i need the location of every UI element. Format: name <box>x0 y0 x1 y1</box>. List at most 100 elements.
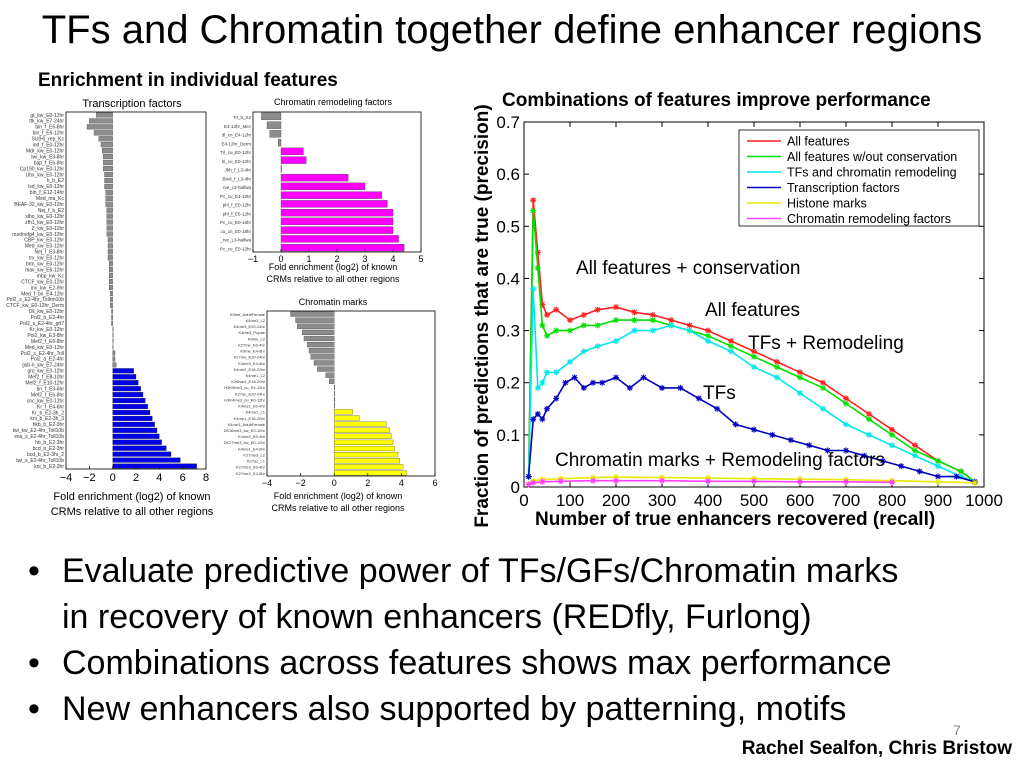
data-point <box>613 474 619 481</box>
data-point <box>774 374 780 381</box>
bar-label: bap_f_E6-8hr <box>34 160 65 166</box>
x-tick-label: 4 <box>156 472 162 484</box>
bar-label: Kr_kw_E0-12hr <box>30 327 65 333</box>
bar <box>103 165 113 172</box>
y-tick-label: 0.4 <box>496 269 520 288</box>
data-point <box>590 477 596 484</box>
bar-label: tin_f_E3-6hr <box>37 386 65 392</box>
legend-label: TFs and chromatin remodeling <box>787 166 957 180</box>
bar <box>280 226 394 234</box>
bar <box>111 320 113 326</box>
y-tick-label: 0.3 <box>496 322 520 341</box>
data-point <box>668 322 675 329</box>
data-point <box>889 426 895 433</box>
bar <box>112 350 116 356</box>
data-point <box>631 317 638 324</box>
data-point <box>544 405 550 412</box>
bullet-list: • Evaluate predictive power of TFs/GFs/Ch… <box>28 548 898 732</box>
bar-label: bin_f_E6-8hr <box>35 125 64 131</box>
bar <box>310 354 335 360</box>
bar <box>334 452 399 458</box>
bar <box>307 342 335 348</box>
x-tick-label: 700 <box>832 491 860 510</box>
data-point <box>751 478 757 485</box>
bar <box>98 136 113 142</box>
bar <box>112 362 117 368</box>
bar <box>112 386 141 392</box>
bar-label: K4me1_L1 <box>246 410 266 415</box>
bar-label: Pc_cu_E0-18hr <box>220 220 252 225</box>
data-point <box>824 447 831 454</box>
data-point <box>613 477 619 484</box>
tf-chart-title: Transcription factors <box>82 98 182 110</box>
bar-label: Pc_cu_E0-12hr <box>220 246 252 251</box>
marks-xlabel-1: Fold enrichment (log2) of known <box>274 491 403 501</box>
bar-label: Mef2_f_E6-8hr <box>31 392 64 398</box>
data-point <box>530 479 537 486</box>
data-point <box>557 478 564 485</box>
bar <box>109 261 113 267</box>
legend-label: Transcription factors <box>787 181 900 195</box>
bar <box>334 458 400 464</box>
data-point <box>705 332 711 339</box>
bar <box>112 445 167 451</box>
remodeling-bar-chart: Chromatin remodeling factors Trl_b_S2 E4-… <box>219 97 423 284</box>
bar-label: bcd_b_E2-3hr <box>33 446 65 452</box>
data-point <box>530 207 537 214</box>
bar <box>104 183 113 189</box>
bar <box>107 237 113 243</box>
x-tick-label: −2 <box>295 478 305 488</box>
bar-label: K36me3_E16-20hr <box>231 379 265 384</box>
bar <box>109 267 113 273</box>
data-point <box>553 306 560 313</box>
bar <box>280 182 366 191</box>
bar-label: Med_kw_E0-12hr <box>25 345 65 351</box>
data-point <box>599 379 606 386</box>
data-point <box>935 457 941 464</box>
bar-label: Mdr_kw_E0-12hr <box>26 148 64 154</box>
bar-label: cnc_kw_E0-12hr <box>27 398 65 404</box>
data-point <box>539 301 546 308</box>
bar <box>334 445 395 452</box>
bar-label: K27me_E0-4hr <box>238 342 266 347</box>
x-tick-label: 6 <box>432 478 437 488</box>
bullet-continuation: in recovery of known enhancers (REDfly, … <box>62 598 812 636</box>
tf-xlabel-2: CRMs relative to all other regions <box>51 506 214 518</box>
bar <box>112 374 137 380</box>
bar-label: phl_f_E0-12hr <box>223 203 252 208</box>
bullet-text: Evaluate predictive power of TFs/GFs/Chr… <box>62 552 899 590</box>
bar <box>334 470 407 476</box>
bar <box>100 142 113 148</box>
bar-label: twi_s_E2-4hr_Toll10b <box>16 458 64 464</box>
tf-xlabel-1: Fold enrichment (log2) of known <box>53 491 210 503</box>
bar <box>334 433 392 439</box>
bar-label: Med_kw_E0-12hr <box>25 244 65 250</box>
data-point <box>953 473 960 480</box>
enrichment-charts: Transcription factors gt_kw_E0-12hrttk_k… <box>6 97 437 518</box>
data-point <box>553 395 560 402</box>
data-point <box>525 473 532 480</box>
bar-label: Pol2_kw_E3-8hr <box>27 333 64 339</box>
bar <box>112 403 148 410</box>
bar <box>104 171 113 178</box>
bar <box>109 273 113 279</box>
data-point <box>861 452 868 459</box>
data-point <box>544 332 550 339</box>
bar-label: kni_b_E2-3hr <box>34 464 64 470</box>
remodeling-chart-title: Chromatin remodeling factors <box>274 97 393 107</box>
legend-label: Histone marks <box>787 197 867 211</box>
x-tick-label: 100 <box>556 491 584 510</box>
bar-label: _rve_L3-halfwa <box>219 238 251 243</box>
x-tick-label: 200 <box>602 491 630 510</box>
y-tick-label: 0.6 <box>496 165 520 184</box>
bar <box>105 195 113 201</box>
x-tick-label: 1000 <box>965 491 1003 510</box>
bar-label: trx_kw_E0-12hr <box>29 256 64 262</box>
bar-label: K4me1_E16-20hr <box>234 416 266 421</box>
bar-label: K4me2_E0-4hr <box>238 434 266 439</box>
pr-line-chart: 0 100 200 300 400 500 600 700 800 900 1000 0 0.1 0.2 0… <box>496 113 1003 510</box>
data-point <box>594 306 601 313</box>
bar <box>317 366 335 372</box>
data-point <box>686 322 693 329</box>
bar <box>96 112 113 118</box>
